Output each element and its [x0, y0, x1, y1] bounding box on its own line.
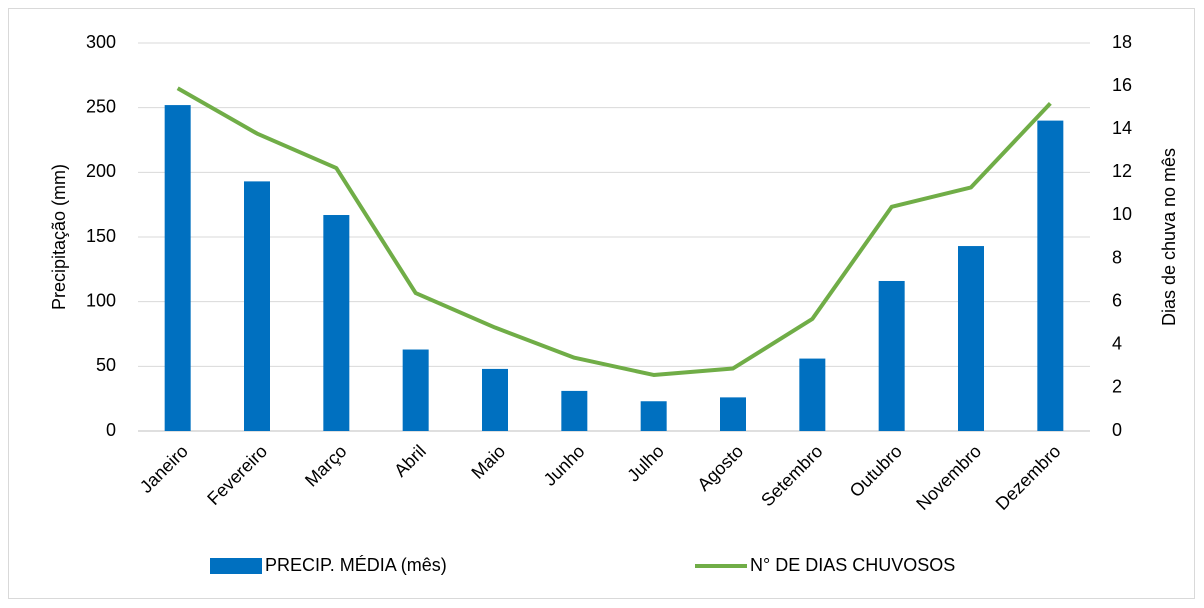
legend-label: N° DE DIAS CHUVOSOS	[750, 555, 955, 575]
y-tick-label: 100	[86, 290, 116, 310]
y2-tick-label: 18	[1112, 32, 1132, 52]
y2-tick-label: 2	[1112, 377, 1122, 397]
bar	[244, 181, 270, 431]
bar	[482, 368, 508, 431]
chart-frame	[8, 8, 1195, 599]
line	[176, 86, 1052, 377]
y-tick-label: 150	[86, 226, 116, 246]
y2-tick-label: 8	[1112, 247, 1122, 267]
bar	[720, 397, 746, 431]
y-axis-title: Precipitação (mm)	[49, 164, 69, 310]
y-tick-label: 0	[106, 420, 116, 440]
y-tick-label: 300	[86, 32, 116, 52]
y2-tick-label: 14	[1112, 118, 1132, 138]
bar	[799, 358, 826, 431]
legend-label: PRECIP. MÉDIA (mês)	[265, 555, 447, 575]
y2-axis-title: Dias de chuva no mês	[1159, 148, 1179, 326]
bar	[958, 246, 984, 431]
bar	[323, 215, 350, 431]
legend-swatch	[210, 558, 262, 574]
y2-tick-label: 0	[1112, 420, 1122, 440]
y-tick-label: 50	[96, 355, 116, 375]
y-tick-label: 200	[86, 161, 116, 181]
bar	[640, 401, 667, 431]
y2-tick-label: 6	[1112, 290, 1122, 310]
bar	[1037, 120, 1064, 431]
y2-tick-label: 4	[1112, 334, 1122, 354]
bar	[878, 280, 905, 431]
y2-tick-label: 16	[1112, 75, 1132, 95]
bar	[561, 390, 588, 431]
y2-tick-label: 12	[1112, 161, 1132, 181]
y2-tick-label: 10	[1112, 204, 1132, 224]
bar	[164, 105, 191, 431]
bar	[402, 349, 429, 431]
y-tick-label: 250	[86, 96, 116, 116]
